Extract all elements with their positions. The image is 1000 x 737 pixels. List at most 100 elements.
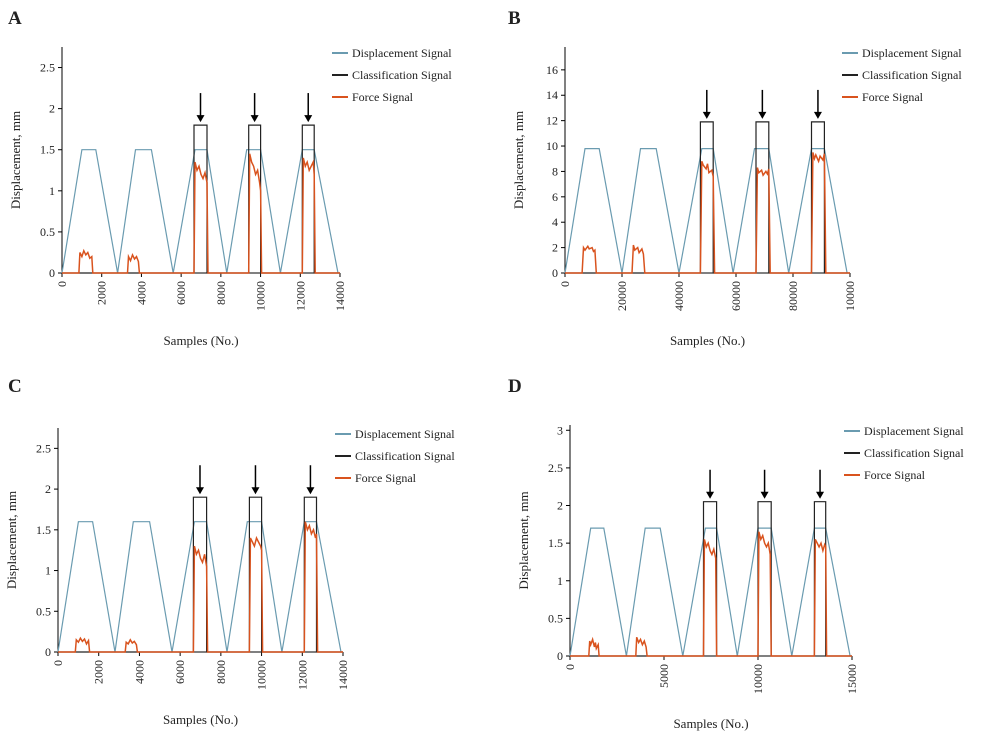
arrow-head <box>306 487 315 495</box>
x-tick-label: 10000 <box>751 664 765 694</box>
arrow-head <box>760 491 769 499</box>
y-tick-label: 0 <box>552 266 558 280</box>
y-tick-label: 1.5 <box>40 143 55 157</box>
x-tick-label: 0 <box>55 281 69 287</box>
y-tick-label: 8 <box>552 164 558 178</box>
y-tick-label: 3 <box>557 423 563 437</box>
arrow-head <box>816 491 825 499</box>
x-tick-label: 4000 <box>132 660 146 684</box>
x-tick-label: 12000 <box>293 281 307 311</box>
arrow-head <box>706 491 715 499</box>
legend-label: Classification Signal <box>862 68 962 82</box>
panel-label: A <box>8 8 22 29</box>
y-tick-label: 12 <box>546 114 558 128</box>
legend-label: Displacement Signal <box>355 427 455 441</box>
panel-label: D <box>508 376 522 397</box>
arrow-head <box>758 111 767 119</box>
y-tick-label: 0 <box>49 266 55 280</box>
series-line <box>565 152 850 274</box>
y-tick-label: 4 <box>552 215 558 229</box>
arrow-head <box>251 487 260 495</box>
series-line <box>569 527 851 657</box>
x-tick-label: 14000 <box>333 281 347 311</box>
y-tick-label: 2.5 <box>548 461 563 475</box>
arrow-head <box>304 115 313 123</box>
x-axis-label: Samples (No.) <box>673 716 748 731</box>
y-tick-label: 16 <box>546 63 558 77</box>
x-tick-label: 6000 <box>174 281 188 305</box>
x-tick-label: 15000 <box>845 664 859 694</box>
series-line <box>570 501 852 657</box>
legend-label: Force Signal <box>862 90 924 104</box>
y-tick-label: 2 <box>552 241 558 255</box>
legend-label: Force Signal <box>352 90 414 104</box>
y-tick-label: 0.5 <box>36 604 51 618</box>
x-tick-label: 80000 <box>786 281 800 311</box>
x-axis-label: Samples (No.) <box>670 333 745 348</box>
y-axis-label: Displacement, mm <box>511 111 526 209</box>
x-tick-label: 2000 <box>95 281 109 305</box>
y-tick-label: 1 <box>49 184 55 198</box>
y-tick-label: 2 <box>49 102 55 116</box>
legend-label: Displacement Signal <box>352 46 452 60</box>
y-tick-label: 1.5 <box>36 523 51 537</box>
x-tick-label: 5000 <box>657 664 671 688</box>
arrow-head <box>250 115 259 123</box>
arrow-head <box>702 111 711 119</box>
x-tick-label: 4000 <box>134 281 148 305</box>
y-tick-label: 0 <box>557 649 563 663</box>
y-tick-label: 10 <box>546 139 558 153</box>
series-line <box>58 521 343 653</box>
legend-label: Classification Signal <box>864 446 964 460</box>
panel: A Displacement, mm Samples (No.) 0 0.5 1 1.5 2 2… <box>8 8 452 348</box>
y-tick-label: 0.5 <box>548 611 563 625</box>
series-line <box>58 496 343 653</box>
y-tick-label: 1.5 <box>548 536 563 550</box>
x-tick-label: 6000 <box>173 660 187 684</box>
x-tick-label: 8000 <box>214 660 228 684</box>
series-line <box>564 148 848 274</box>
y-tick-label: 2 <box>557 499 563 513</box>
x-tick-label: 10000 <box>255 660 269 690</box>
panel-label: B <box>508 8 521 29</box>
arrow-head <box>813 111 822 119</box>
y-tick-label: 0 <box>45 645 51 659</box>
x-tick-label: 40000 <box>672 281 686 311</box>
series-line <box>565 121 850 274</box>
x-tick-label: 20000 <box>615 281 629 311</box>
y-axis-label: Displacement, mm <box>4 491 19 589</box>
y-tick-label: 0.5 <box>40 225 55 239</box>
series-line <box>62 124 340 274</box>
y-axis-label: Displacement, mm <box>516 491 531 589</box>
series-line <box>62 153 340 274</box>
series-line <box>57 521 342 653</box>
y-tick-label: 2.5 <box>36 441 51 455</box>
x-tick-label: 8000 <box>214 281 228 305</box>
y-tick-label: 1 <box>45 564 51 578</box>
x-tick-label: 10000 <box>254 281 268 311</box>
x-axis-label: Samples (No.) <box>163 333 238 348</box>
x-tick-label: 10000 <box>843 281 857 311</box>
x-tick-label: 0 <box>563 664 577 670</box>
legend-label: Classification Signal <box>355 449 455 463</box>
arrow-head <box>195 487 204 495</box>
arrow-head <box>196 115 205 123</box>
legend-label: Displacement Signal <box>864 424 964 438</box>
y-tick-label: 2 <box>45 482 51 496</box>
y-tick-label: 14 <box>546 88 558 102</box>
series-line <box>61 149 339 274</box>
legend-label: Classification Signal <box>352 68 452 82</box>
x-tick-label: 12000 <box>295 660 309 690</box>
x-axis-label: Samples (No.) <box>163 712 238 727</box>
y-tick-label: 1 <box>557 574 563 588</box>
y-axis-label: Displacement, mm <box>8 111 23 209</box>
y-tick-label: 2.5 <box>40 61 55 75</box>
x-tick-label: 0 <box>51 660 65 666</box>
y-tick-label: 6 <box>552 190 558 204</box>
panel-label: C <box>8 376 22 397</box>
series-line <box>570 531 852 657</box>
legend-label: Force Signal <box>864 468 926 482</box>
panel: C Displacement, mm Samples (No.) 0 0.5 1 1.5 2 2… <box>4 376 455 727</box>
panel: B Displacement, mm Samples (No.) 0 2 4 6 8 10 12 1… <box>508 8 962 348</box>
